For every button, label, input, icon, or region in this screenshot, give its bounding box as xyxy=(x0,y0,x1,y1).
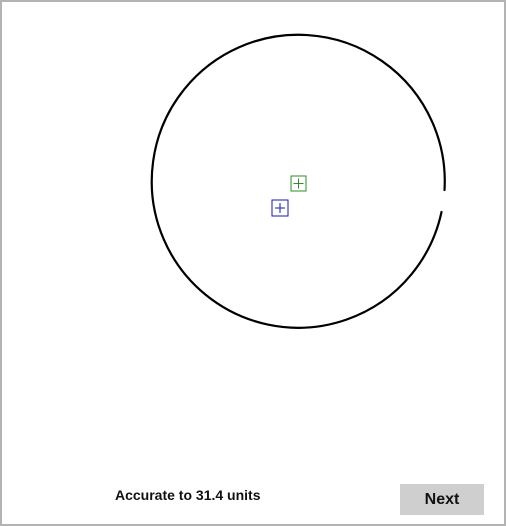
guess-center-marker xyxy=(271,199,289,217)
true-center-marker xyxy=(290,175,307,192)
next-button[interactable]: Next xyxy=(400,484,484,515)
accuracy-feedback: Accurate to 31.4 units xyxy=(115,487,261,503)
drawn-circle xyxy=(150,33,446,329)
